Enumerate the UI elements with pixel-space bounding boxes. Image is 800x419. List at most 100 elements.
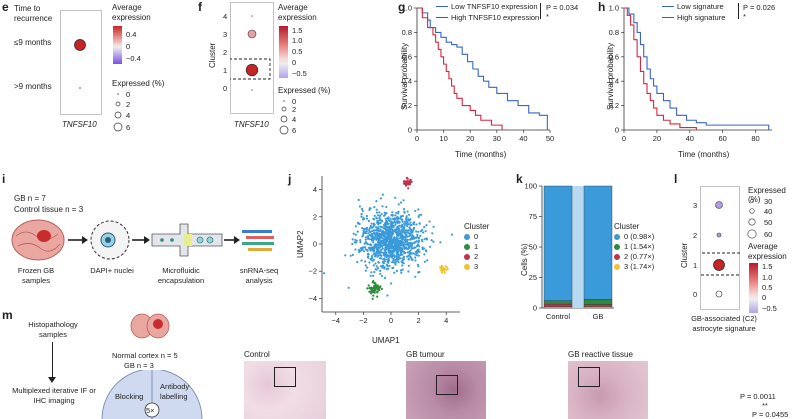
umap-point-cluster-0 [405, 235, 408, 238]
umap-point-cluster-0 [405, 219, 408, 222]
x-tick-label: Control [546, 312, 571, 321]
x-tick-label: GB [593, 312, 604, 321]
umap-point-cluster-0 [406, 241, 410, 245]
umap-point-cluster-0 [424, 230, 427, 233]
umap-point-cluster-0 [414, 256, 417, 259]
umap-point-cluster-0 [387, 261, 390, 264]
umap-point-cluster-0 [370, 255, 374, 258]
umap-point-cluster-0 [369, 257, 372, 261]
umap-point-cluster-0 [375, 217, 378, 220]
panel-h-legend-high: High signature [677, 13, 726, 22]
umap-point-cluster-0 [407, 219, 410, 222]
umap-point-cluster-0 [372, 237, 375, 240]
umap-point-cluster-0 [356, 260, 359, 264]
umap-point-cluster-0 [374, 243, 377, 246]
umap-point-cluster-0 [360, 207, 364, 210]
panel-f-cb-tick-1: 1.0 [292, 36, 303, 45]
umap-point-cluster-0 [411, 234, 414, 237]
umap-point-cluster-0 [409, 249, 412, 252]
umap-point-cluster-1 [372, 294, 375, 297]
sequencing-reads-icon [242, 230, 274, 251]
panel-f-row-2: 2 [223, 48, 228, 57]
panel-f-row-3: 1 [223, 66, 228, 75]
umap-point-cluster-0 [400, 271, 403, 274]
umap-point-cluster-0 [390, 255, 393, 258]
x-tick-label: 40 [519, 134, 527, 143]
umap-point-cluster-0 [375, 200, 378, 203]
umap-point-cluster-0 [385, 212, 388, 215]
umap-point-cluster-0 [406, 251, 409, 254]
umap-point-cluster-0 [407, 223, 410, 226]
umap-point-cluster-0 [373, 223, 376, 226]
umap-point-cluster-1 [368, 290, 371, 293]
umap-point-cluster-0 [411, 258, 414, 261]
panel-l-size-tick-3: 60 [764, 230, 773, 239]
umap-point-cluster-0 [382, 264, 385, 267]
umap-point-cluster-0 [403, 222, 406, 225]
panel-m-p2: P = 0.0455 [752, 410, 789, 419]
umap-point-cluster-0 [406, 210, 409, 213]
panel-l-size-tick-1: 40 [764, 207, 773, 216]
panel-h-axes: 0 20 40 60 80 0 0.2 0.4 0.6 0.8 1.0 [609, 4, 772, 143]
panel-g-letter: g [398, 0, 406, 14]
umap-point-cluster-0 [366, 237, 370, 240]
umap-point-cluster-0 [384, 241, 387, 244]
umap-point-cluster-0 [396, 259, 399, 262]
panel-e-dotplot [60, 10, 102, 115]
panel-h-star: * [743, 12, 746, 21]
umap-point-cluster-0 [414, 275, 417, 278]
umap-point-cluster-0 [417, 248, 420, 251]
umap-point-cluster-0 [418, 214, 421, 217]
umap-point-cluster-0 [380, 248, 383, 251]
y-tick-label: 0.4 [609, 77, 619, 86]
umap-point-cluster-0 [416, 233, 419, 236]
umap-point-cluster-0 [417, 215, 420, 219]
umap-point-cluster-0 [375, 211, 379, 214]
umap-point-cluster-0 [399, 254, 402, 257]
panel-m-histopathology: Histopathology samples [28, 320, 78, 339]
umap-point-cluster-1 [374, 282, 377, 285]
umap-point-cluster-0 [368, 233, 371, 236]
umap-point-cluster-0 [410, 244, 413, 247]
umap-point-cluster-0 [405, 240, 409, 243]
umap-point-cluster-0 [417, 237, 420, 240]
bar-segment-gb-cluster-0 [583, 185, 613, 300]
panel-m-image-label-1: GB tumour [406, 350, 445, 359]
panel-e-cb-tick-1: 0 [126, 42, 131, 51]
umap-point-cluster-0 [389, 217, 392, 220]
panel-f-colorbar [279, 26, 288, 78]
panel-f-cb-tick-3: 0 [292, 58, 297, 67]
umap-point-cluster-1 [380, 287, 383, 291]
umap-point-cluster-0 [391, 211, 394, 214]
bar-segment-gb-cluster-3 [583, 306, 613, 309]
panel-m-gb-n: GB n = 3 [124, 361, 154, 370]
umap-point-cluster-2 [410, 180, 413, 183]
umap-point-cluster-0 [365, 230, 368, 233]
umap-point-cluster-0 [376, 241, 380, 244]
panel-e-colorbar-title: Average expression [112, 3, 151, 22]
umap-point-cluster-0 [420, 238, 424, 241]
x-tick-label: 30 [493, 134, 501, 143]
panel-m-cycle-diagram [101, 370, 203, 419]
umap-point-cluster-0 [395, 230, 398, 233]
panel-e-size-tick-3: 6 [126, 123, 131, 132]
umap-point-cluster-0 [387, 254, 390, 257]
umap-point-cluster-0 [388, 226, 391, 229]
umap-point-cluster-0 [381, 251, 384, 254]
umap-point-cluster-0 [357, 198, 360, 202]
umap-point-cluster-0 [351, 253, 354, 256]
umap-point-cluster-0 [394, 239, 397, 242]
umap-point-cluster-0 [391, 230, 395, 233]
panel-m-normal-n: Normal cortex n = 5 [112, 351, 178, 360]
umap-point-cluster-0 [380, 274, 383, 278]
umap-point-cluster-0 [354, 248, 357, 251]
umap-point-cluster-0 [361, 246, 364, 249]
panel-f-dotplot [230, 2, 274, 114]
umap-point-cluster-0 [398, 233, 401, 236]
umap-point-cluster-3 [445, 266, 448, 269]
panel-m-imaging: Multiplexed iterative IF or IHC imaging [12, 386, 96, 405]
panel-i-step-3: snRNA-seq analysis [239, 266, 279, 285]
umap-point-cluster-3 [440, 264, 443, 267]
umap-point-cluster-0 [403, 211, 406, 214]
umap-point-cluster-0 [375, 245, 378, 248]
